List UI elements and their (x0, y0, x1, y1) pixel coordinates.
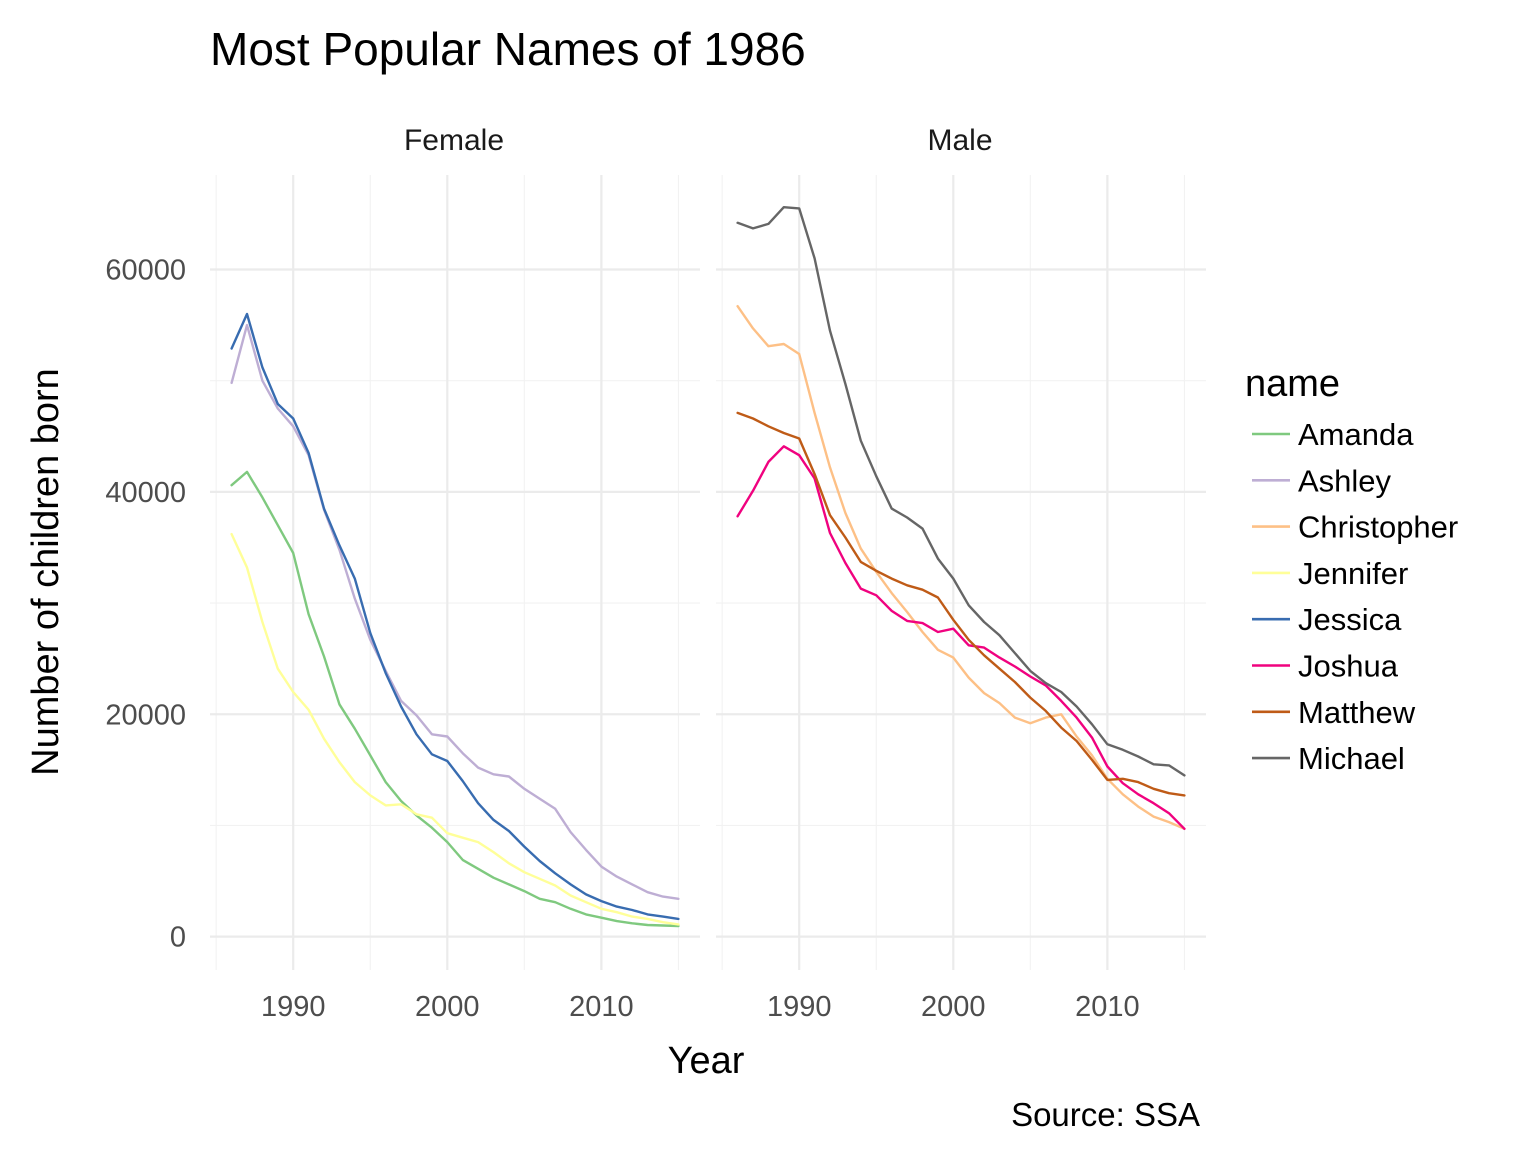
panel-strip-label: Female (404, 124, 504, 157)
legend-label-amanda: Amanda (1298, 417, 1414, 452)
series-line-michael (736, 206, 1186, 777)
y-axis-ticks: 0 20000 40000 60000 (105, 255, 186, 954)
series-line-ashley (230, 323, 680, 900)
panel-gridlines (716, 175, 1206, 970)
series-line-joshua (736, 445, 1186, 830)
legend-label-michael: Michael (1298, 741, 1405, 776)
series-line-christopher (736, 305, 1186, 830)
panel-series (230, 312, 680, 928)
x-tick-label: 1990 (767, 991, 832, 1023)
y-tick-label: 20000 (105, 699, 186, 731)
x-tick-label: 2000 (921, 991, 986, 1023)
legend: name Amanda Ashley Christopher Jennifer Jess… (1245, 363, 1458, 776)
y-tick-label: 40000 (105, 477, 186, 509)
y-axis-title: Number of children born (25, 368, 67, 776)
series-line-matthew (736, 411, 1186, 797)
panel-series (736, 206, 1186, 830)
x-axis-title: Year (668, 1040, 745, 1082)
chart-title: Most Popular Names of 1986 (210, 23, 806, 75)
panel-x-ticks: 1990 2000 2010 (767, 991, 1140, 1023)
panel-male: Male 1990 2000 2010 (716, 124, 1206, 1023)
x-tick-label: 2010 (569, 991, 634, 1023)
panel-female: Female 1990 2000 2010 (210, 124, 700, 1023)
panel-x-ticks: 1990 2000 2010 (261, 991, 634, 1023)
series-line-amanda (230, 470, 680, 928)
legend-label-matthew: Matthew (1298, 695, 1416, 730)
y-tick-label: 0 (170, 922, 186, 954)
legend-label-jennifer: Jennifer (1298, 556, 1408, 591)
panel-strip-label: Male (927, 124, 992, 157)
series-line-jennifer (230, 532, 680, 926)
panel-gridlines (210, 175, 700, 970)
legend-label-joshua: Joshua (1298, 649, 1399, 684)
legend-label-ashley: Ashley (1298, 463, 1392, 498)
legend-label-jessica: Jessica (1298, 602, 1402, 637)
y-tick-label: 60000 (105, 255, 186, 287)
x-tick-label: 1990 (261, 991, 326, 1023)
series-line-jessica (230, 312, 680, 921)
legend-label-christopher: Christopher (1298, 510, 1458, 545)
legend-items: Amanda Ashley Christopher Jennifer Jessica Jo… (1252, 417, 1458, 776)
legend-title: name (1245, 363, 1340, 405)
chart-caption: Source: SSA (1011, 1096, 1200, 1133)
x-tick-label: 2000 (415, 991, 480, 1023)
x-tick-label: 2010 (1075, 991, 1140, 1023)
